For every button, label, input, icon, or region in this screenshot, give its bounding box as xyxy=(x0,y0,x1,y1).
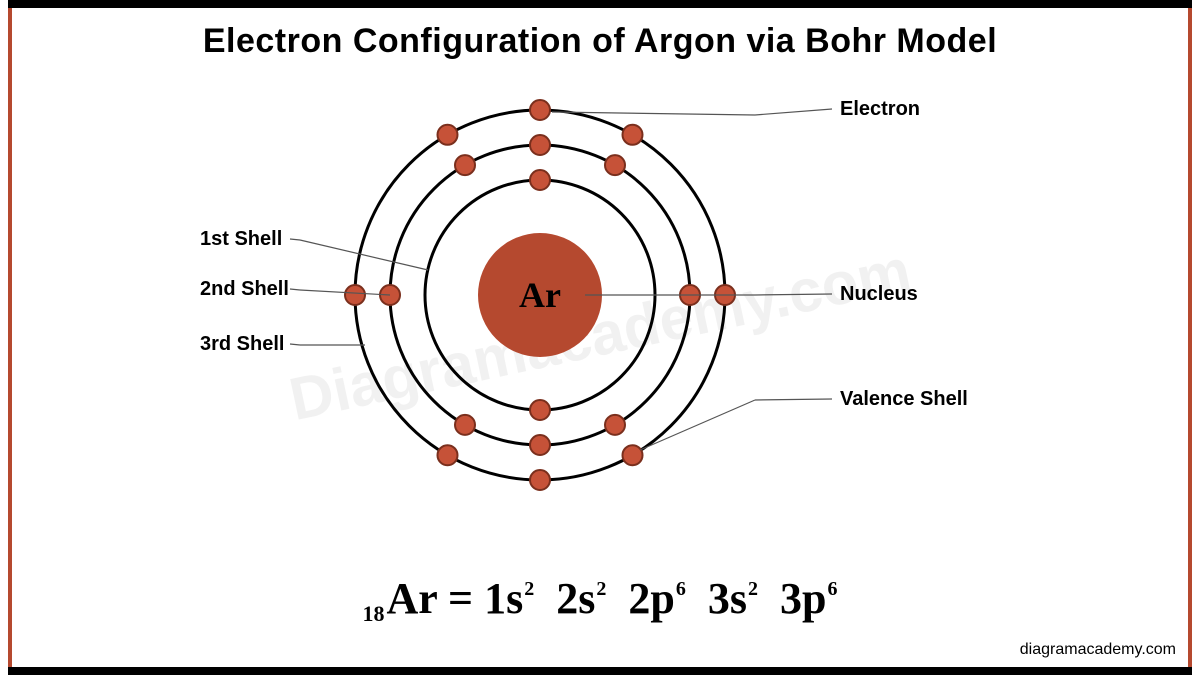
label-right-2: Valence Shell xyxy=(840,388,968,410)
electron-shell3-1 xyxy=(530,100,550,120)
electron-shell3-3 xyxy=(345,285,365,305)
bohr-diagram: Ar Electron Nucleus Valence Shell 1st Shell 2… xyxy=(0,70,1200,530)
label-right-0: Electron xyxy=(840,98,920,120)
label-left-0: 1st Shell xyxy=(200,228,282,250)
electron-shell3-4 xyxy=(438,445,458,465)
electron-shell2-1 xyxy=(530,135,550,155)
label-left-2: 3rd Shell xyxy=(200,333,284,355)
nucleus-symbol: Ar xyxy=(519,275,561,315)
leader-left-0 xyxy=(300,240,428,270)
electron-shell1-0 xyxy=(530,170,550,190)
electron-shell2-5 xyxy=(530,435,550,455)
electron-shell2-4 xyxy=(455,415,475,435)
electron-shell2-6 xyxy=(605,415,625,435)
page-title: Electron Configuration of Argon via Bohr… xyxy=(0,22,1200,61)
leader-right-h-2 xyxy=(755,399,832,400)
top-border xyxy=(8,0,1192,8)
leader-right-2 xyxy=(640,400,755,450)
leader-left-h-0 xyxy=(290,239,300,240)
electron-shell1-1 xyxy=(530,400,550,420)
electron-shell2-2 xyxy=(455,155,475,175)
electron-shell2-0 xyxy=(605,155,625,175)
electron-configuration: 18Ar = 1s2 2s2 2p6 3s2 3p6 xyxy=(0,573,1200,627)
electron-shell3-5 xyxy=(530,470,550,490)
leader-left-h-2 xyxy=(290,344,300,345)
credit-text: diagramacademy.com xyxy=(1020,641,1176,659)
electron-shell3-0 xyxy=(623,125,643,145)
electron-shell3-2 xyxy=(438,125,458,145)
bottom-border xyxy=(8,667,1192,675)
leader-left-h-1 xyxy=(290,289,300,290)
leader-right-h-0 xyxy=(755,109,832,115)
electron-shell3-6 xyxy=(623,445,643,465)
leader-right-h-1 xyxy=(755,294,832,295)
label-left-1: 2nd Shell xyxy=(200,278,289,300)
label-right-1: Nucleus xyxy=(840,283,918,305)
